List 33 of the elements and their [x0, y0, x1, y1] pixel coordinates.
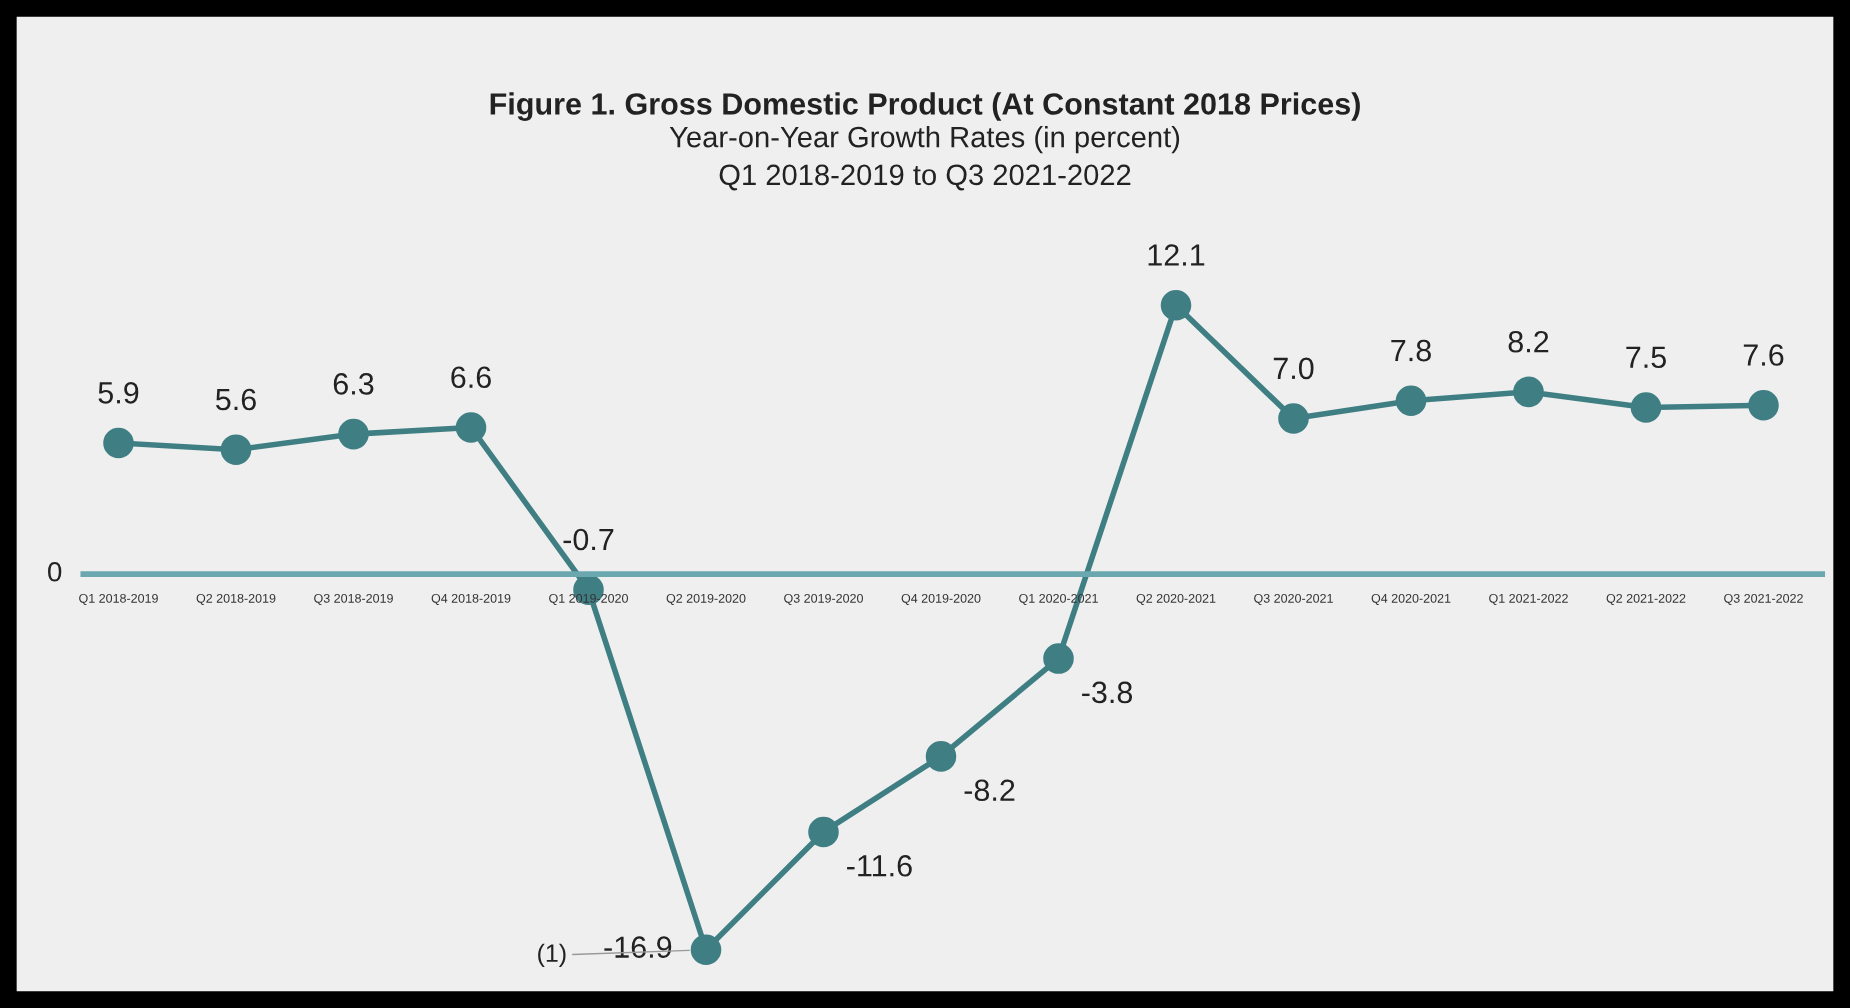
- point: [220, 434, 252, 465]
- chart-subtitle: Year-on-Year Growth Rates (in percent) Q1 2018-2019 to Q3 2021-2022: [669, 126, 1180, 191]
- data-label: 7.6: [1743, 344, 1784, 366]
- data-label: 6.6: [451, 366, 491, 389]
- point: [103, 427, 134, 459]
- annotation: (1): [538, 943, 566, 967]
- point: [1043, 643, 1074, 674]
- point: [1513, 376, 1544, 408]
- point: [338, 418, 369, 450]
- data-label: 12.1: [1148, 244, 1205, 266]
- point: [690, 934, 722, 966]
- data-label: 5.6: [215, 388, 256, 411]
- data-label: 7.8: [1391, 339, 1431, 362]
- data-label: 7.5: [1626, 346, 1666, 369]
- point: [925, 741, 957, 772]
- text: 0: [48, 561, 62, 582]
- data-label: -3.8: [1082, 681, 1133, 704]
- data-label: 8.2: [1508, 330, 1549, 353]
- data-label: -16.9: [604, 936, 672, 958]
- data-label: -0.7: [563, 528, 614, 551]
- point: [1160, 289, 1192, 321]
- data-label: 7.0: [1273, 357, 1314, 380]
- data-label: 5.9: [98, 382, 139, 404]
- data-label: -11.6: [847, 854, 912, 877]
- data-label: -8.2: [964, 779, 1015, 802]
- chart-title: Figure 1. Gross Domestic Product (At Constant 2018 Prices): [490, 92, 1360, 121]
- point: [455, 412, 487, 443]
- point: [808, 816, 839, 848]
- point: [1395, 385, 1427, 417]
- point: [1278, 403, 1309, 434]
- point: [1630, 392, 1662, 423]
- data-label: 6.3: [333, 373, 374, 395]
- point: [1748, 389, 1779, 421]
